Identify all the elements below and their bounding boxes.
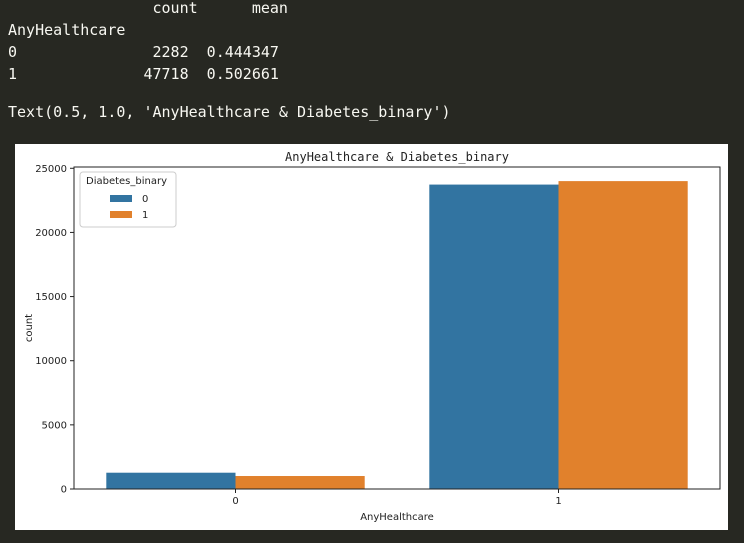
table-line: AnyHealthcare: [8, 21, 126, 39]
y-tick-label: 25000: [35, 164, 67, 175]
x-axis-title: AnyHealthcare: [360, 512, 434, 523]
y-axis-title: count: [24, 314, 35, 342]
y-tick-label: 10000: [35, 356, 67, 367]
legend-label: 1: [142, 210, 148, 221]
y-tick-label: 5000: [42, 420, 67, 431]
y-tick-label: 0: [61, 485, 67, 496]
dataframe-output: count mean AnyHealthcare 0 2282 0.444347…: [8, 0, 288, 85]
legend-label: 0: [142, 194, 148, 205]
y-axis: 0 5000 10000 15000 20000 25000: [35, 164, 74, 496]
bar: [235, 476, 365, 489]
legend: Diabetes_binary 0 1: [79, 171, 177, 228]
x-tick-label: 1: [555, 496, 561, 507]
chart-svg: AnyHealthcare & Diabetes_binary 05000100…: [24, 150, 721, 523]
legend-swatch: [110, 211, 132, 218]
y-tick-label: 15000: [35, 292, 67, 303]
text-repr-output: Text(0.5, 1.0, 'AnyHealthcare & Diabetes…: [8, 103, 451, 121]
table-line: count mean: [8, 0, 288, 17]
bar: [106, 472, 236, 489]
table-line: 0 2282 0.444347: [8, 43, 279, 61]
axes-frame: [73, 166, 721, 490]
bar: [558, 181, 688, 489]
chart-figure: AnyHealthcare & Diabetes_binary 0 5000 100…: [15, 144, 728, 530]
legend-swatch: [110, 195, 132, 202]
bars-group: [106, 181, 688, 489]
y-tick-label: 20000: [35, 228, 67, 239]
table-line: 1 47718 0.502661: [8, 65, 279, 83]
legend-title: Diabetes_binary: [86, 176, 167, 187]
bar: [429, 184, 559, 489]
x-tick-label: 0: [232, 496, 238, 507]
chart-title: AnyHealthcare & Diabetes_binary: [285, 150, 509, 164]
